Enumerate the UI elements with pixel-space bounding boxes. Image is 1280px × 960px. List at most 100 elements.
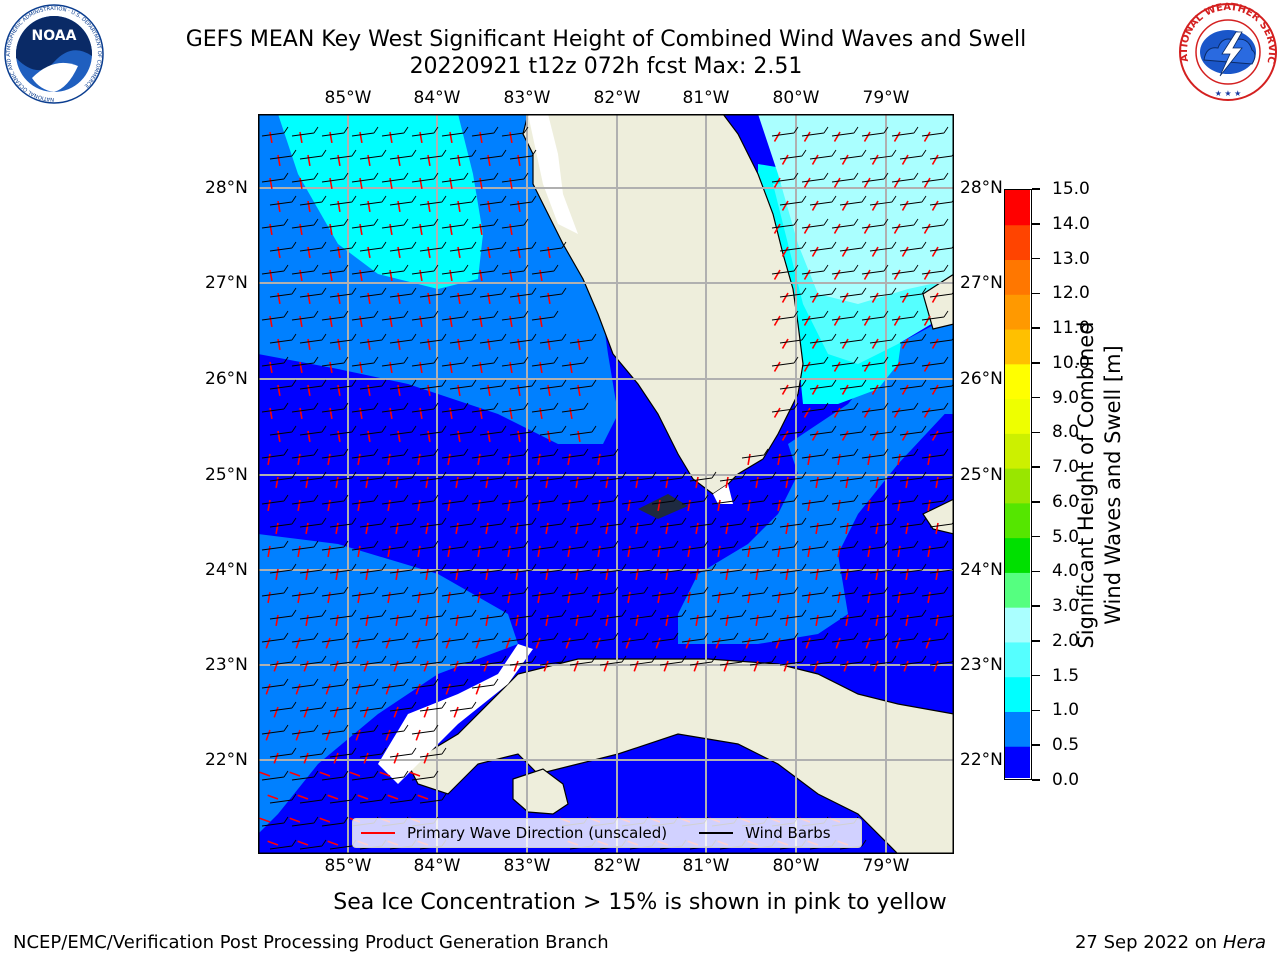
wind-barb (569, 609, 597, 620)
wind-barb (561, 402, 589, 413)
colorbar-tick-label: 0.5 (1052, 735, 1080, 756)
wave-direction-arrow (777, 591, 781, 603)
wave-direction-arrow (337, 430, 341, 442)
wind-barb (831, 356, 859, 367)
wave-direction-arrow (627, 545, 631, 557)
wind-barb (839, 379, 867, 390)
wind-barb (599, 609, 627, 620)
wave-direction-arrow (333, 752, 339, 764)
wind-barb (801, 540, 829, 551)
wave-direction-arrow (305, 476, 309, 488)
colorbar-band (1005, 572, 1030, 608)
wind-barb (501, 310, 529, 321)
wind-barb (839, 609, 867, 620)
wave-direction-arrow (517, 292, 521, 304)
colorbar-tick-mark (1032, 640, 1040, 642)
longitude-label: 84°W (413, 88, 461, 108)
colorbar-tick-mark (1032, 327, 1040, 329)
wind-barb (891, 540, 919, 551)
wave-direction-arrow (833, 361, 841, 372)
wave-direction-arrow (449, 407, 453, 419)
wind-barb (801, 172, 829, 183)
wave-direction-arrow (273, 752, 279, 764)
wind-barb (509, 425, 537, 436)
wind-barb (389, 195, 417, 206)
wind-barb (261, 218, 289, 229)
wave-direction-arrow (871, 246, 879, 257)
wave-direction-arrow (453, 660, 459, 672)
map-subtitle: 20220921 t12z 072h fcst Max: 2.51 (409, 54, 803, 79)
wind-barb (861, 586, 889, 597)
longitude-label: 80°W (772, 856, 820, 876)
wind-barb (269, 793, 297, 804)
wind-barb (291, 540, 319, 551)
wave-direction-arrow (509, 177, 513, 189)
wave-direction-arrow (265, 683, 271, 695)
wind-barb (299, 517, 327, 528)
wind-barb (381, 494, 409, 505)
wave-direction-arrow (427, 338, 431, 350)
wave-direction-arrow (833, 269, 841, 280)
wind-barb (261, 356, 289, 367)
wave-direction-arrow (277, 200, 281, 212)
latitude-label-left: 23°N (205, 655, 248, 675)
wind-barb (869, 241, 897, 252)
wind-barb (269, 149, 297, 160)
wave-direction-arrow (335, 522, 339, 534)
wave-direction-arrow (863, 223, 871, 234)
wave-direction-arrow (359, 131, 363, 143)
wind-barb (531, 632, 559, 643)
wave-direction-arrow (627, 591, 631, 603)
wind-barb (621, 540, 649, 551)
wind-barb (419, 471, 447, 482)
noaa-logo-text: NOAA (32, 28, 77, 44)
wave-direction-arrow (367, 246, 371, 258)
wave-direction-arrow (627, 499, 631, 511)
wave-direction-arrow (901, 430, 909, 441)
wave-direction-arrow (395, 522, 399, 534)
wave-direction-arrow (327, 794, 339, 800)
wave-direction-arrow (903, 660, 909, 672)
wind-barb (899, 379, 927, 390)
wave-direction-arrow (841, 154, 849, 165)
wind-barb (441, 678, 469, 689)
longitude-label: 80°W (772, 88, 820, 108)
wave-direction-arrow (605, 568, 609, 580)
wind-barb (479, 609, 507, 620)
wave-direction-arrow (265, 637, 271, 649)
wind-barb (411, 678, 439, 689)
wind-barb (591, 494, 619, 505)
wave-direction-arrow (457, 200, 461, 212)
wind-barb (269, 379, 297, 390)
wind-barb (269, 241, 297, 252)
wind-barb (419, 425, 447, 436)
wind-barb (261, 494, 289, 505)
wave-direction-arrow (931, 292, 939, 303)
wave-direction-arrow (385, 637, 391, 649)
wave-direction-arrow (509, 223, 513, 235)
colorbar-band (1005, 502, 1030, 539)
wind-barb (509, 609, 537, 620)
wind-barb (539, 379, 567, 390)
wind-barb (261, 264, 289, 275)
colorbar-tick-mark (1032, 605, 1040, 607)
wave-direction-arrow (785, 522, 789, 534)
wave-direction-arrow (299, 361, 303, 373)
wind-barb (809, 149, 837, 160)
wave-direction-arrow (773, 269, 781, 280)
wave-direction-arrow (299, 177, 303, 189)
florida-keys (638, 494, 688, 519)
wave-direction-arrow (841, 246, 849, 257)
svg-text:★ ★ ★: ★ ★ ★ (1215, 89, 1242, 98)
wind-barb (891, 402, 919, 413)
wave-direction-arrow (807, 591, 811, 603)
wind-barb (381, 586, 409, 597)
wave-direction-arrow (449, 269, 453, 281)
wind-barb (329, 287, 357, 298)
wind-barb (299, 425, 327, 436)
wave-direction-arrow (449, 223, 453, 235)
wave-direction-arrow (417, 591, 421, 603)
colorbar-tick-label: 15.0 (1052, 179, 1090, 199)
legend-label-wind-barbs: Wind Barbs (745, 824, 831, 842)
colorbar-band (1005, 468, 1030, 504)
